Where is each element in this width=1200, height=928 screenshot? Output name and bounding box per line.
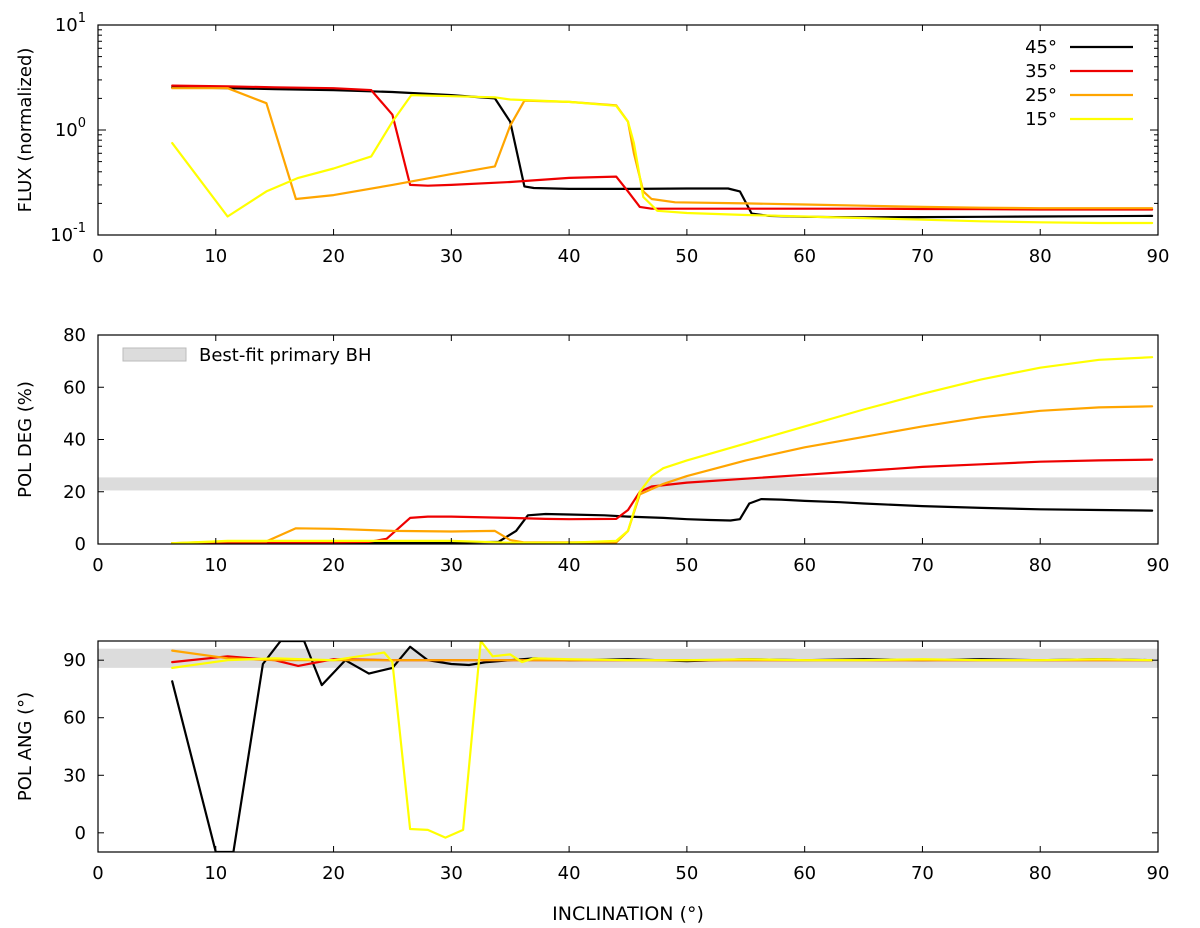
x-tick-label: 20 (322, 555, 345, 576)
best-fit-band (98, 477, 1158, 491)
x-tick-label: 50 (675, 555, 698, 576)
y-axis-label: POL ANG (°) (15, 692, 36, 801)
series-group (171, 356, 1154, 544)
x-tick-label: 80 (1029, 863, 1052, 884)
series-line-35deg (171, 84, 1154, 211)
plot-frame (97, 334, 1159, 545)
y-tick-exponent: -1 (73, 221, 86, 236)
x-tick-label: 50 (675, 863, 698, 884)
x-tick-label: 90 (1147, 863, 1170, 884)
x-tick-label: 30 (440, 863, 463, 884)
x-tick-label: 60 (793, 246, 816, 267)
series-line-45deg (171, 641, 1154, 852)
x-tick-label: 30 (440, 246, 463, 267)
x-tick-label: 0 (92, 555, 103, 576)
y-tick-exponent: 1 (78, 11, 86, 26)
y-tick-label: 0 (75, 823, 86, 844)
series-group (171, 84, 1154, 225)
legend-label: Best-fit primary BH (199, 345, 372, 366)
x-tick-label: 60 (793, 863, 816, 884)
series-line-15deg (171, 641, 1154, 839)
series-line-45deg (171, 86, 1154, 219)
x-tick-label: 40 (558, 555, 581, 576)
y-tick-exponent: 0 (78, 116, 86, 131)
series-line-25deg (171, 87, 1154, 210)
y-tick-label: 90 (63, 650, 86, 671)
x-tick-label: 10 (204, 555, 227, 576)
x-tick-label: 90 (1147, 246, 1170, 267)
series-line-35deg (171, 458, 1154, 544)
x-axis-label: INCLINATION (°) (552, 903, 704, 925)
pol-deg-panel: 0 10 20 30 40 50 60 70 80 90 0 20 40 60 80 POL DEG (%) B… (15, 325, 1169, 576)
x-tick-label: 0 (92, 863, 103, 884)
y-tick-label: 40 (63, 430, 86, 451)
x-tick-label: 70 (911, 246, 934, 267)
series-group (171, 641, 1154, 852)
y-tick-label: 0 (75, 534, 86, 555)
y-axis-label: POL DEG (%) (15, 381, 36, 498)
x-tick-label: 50 (675, 246, 698, 267)
y-tick-label: 30 (63, 765, 86, 786)
x-tick-label: 70 (911, 555, 934, 576)
y-tick-label: 20 (63, 482, 86, 503)
y-tick-label: 100 (55, 116, 86, 141)
y-tick-label: 80 (63, 325, 86, 346)
y-tick-base: 10 (55, 120, 78, 141)
x-tick-label: 20 (322, 863, 345, 884)
series-line-45deg (171, 498, 1154, 544)
x-tick-label: 70 (911, 863, 934, 884)
x-tick-label: 30 (440, 555, 463, 576)
y-tick-label: 101 (55, 11, 86, 36)
plot-frame (97, 24, 1159, 236)
y-tick-base: 10 (55, 15, 78, 36)
x-tick-label: 0 (92, 246, 103, 267)
x-tick-label: 10 (204, 863, 227, 884)
legend-label: 15° (1025, 109, 1057, 130)
y-tick-label: 60 (63, 708, 86, 729)
x-tick-label: 90 (1147, 555, 1170, 576)
x-tick-label: 40 (558, 863, 581, 884)
y-tick-label: 10-1 (50, 221, 86, 246)
legend-label: 35° (1025, 61, 1057, 82)
pol-ang-panel: 0 10 20 30 40 50 60 70 80 90 0 30 60 90 POL ANG (°) (15, 640, 1170, 884)
series-line-15deg (171, 93, 1154, 225)
x-tick-label: 10 (204, 246, 227, 267)
y-tick-label: 60 (63, 377, 86, 398)
legend-band-swatch (122, 347, 187, 362)
plot-frame (97, 640, 1159, 853)
legend-label: 25° (1025, 85, 1057, 106)
y-axis-label: FLUX (normalized) (15, 48, 36, 213)
x-tick-label: 80 (1029, 246, 1052, 267)
y-tick-base: 10 (50, 225, 73, 246)
x-tick-label: 40 (558, 246, 581, 267)
x-tick-label: 60 (793, 555, 816, 576)
x-tick-label: 20 (322, 246, 345, 267)
x-tick-label: 80 (1029, 555, 1052, 576)
legend-label: 45° (1025, 37, 1057, 58)
series-line-15deg (171, 356, 1154, 544)
series-line-25deg (171, 405, 1154, 544)
